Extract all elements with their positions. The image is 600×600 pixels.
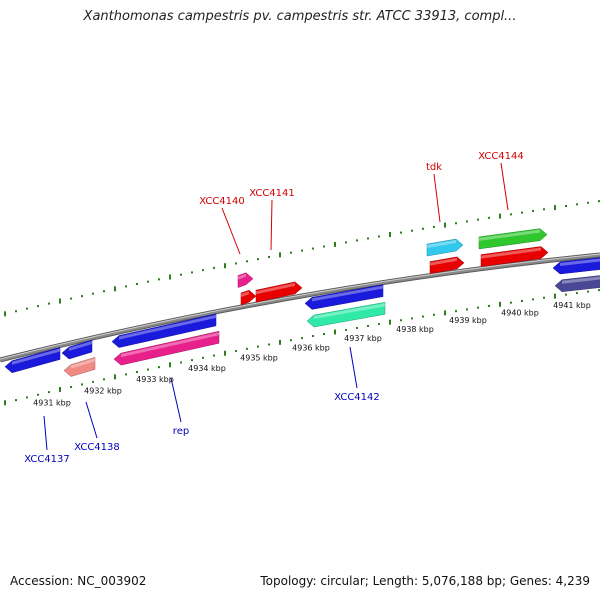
gene-highlight: [481, 247, 541, 259]
callout-line: [85, 401, 98, 439]
callout-line: [170, 377, 182, 423]
kbp-label: 4941 kbp: [553, 301, 591, 310]
kbp-labels: 4931 kbp 4932 kbp 4933 kbp 4934 kbp 4935 kbp…: [33, 301, 591, 408]
kbp-label: 4940 kbp: [501, 308, 539, 317]
callout-line: [500, 162, 509, 211]
gene-arrow[interactable]: [552, 257, 600, 275]
gene-highlight: [560, 258, 600, 266]
gene-highlight: [562, 276, 600, 284]
gene-label[interactable]: tdk: [426, 162, 442, 173]
gene-highlight: [241, 291, 249, 298]
gene-arrow[interactable]: [63, 357, 96, 377]
gene-label[interactable]: XCC4142: [334, 392, 380, 403]
gene-feature[interactable]: [304, 284, 384, 310]
accession-label: Accession: NC_003902: [10, 574, 147, 588]
gene-arrow[interactable]: [429, 256, 465, 274]
kbp-label: 4931 kbp: [33, 398, 71, 407]
kbp-label: 4934 kbp: [188, 364, 226, 373]
reverse-ruler: [4, 289, 600, 406]
gene-label[interactable]: XCC4138: [74, 442, 120, 453]
gene-highlight: [119, 314, 216, 340]
callout-line: [349, 346, 358, 389]
kbp-label: 4938 kbp: [396, 325, 434, 334]
gene-highlight: [69, 341, 92, 351]
gene-arrow[interactable]: [61, 339, 93, 360]
kbp-label: 4936 kbp: [292, 343, 330, 352]
callout-line: [43, 415, 48, 451]
gene-arrow[interactable]: [306, 301, 386, 328]
gene-label[interactable]: rep: [173, 426, 189, 437]
gene-highlight: [12, 348, 60, 365]
gene-feature[interactable]: [111, 313, 217, 348]
map-title: Xanthomonas campestris pv. campestris st…: [83, 9, 517, 24]
kbp-label: 4932 kbp: [84, 387, 122, 396]
callouts-layer: XCC4137 XCC4138 rep XCC4140 XCC4141 XCC4142 td…: [24, 151, 524, 465]
gene-feature[interactable]: [61, 339, 93, 360]
gene-arrow[interactable]: [426, 238, 464, 257]
gene-arrow[interactable]: [255, 281, 303, 303]
gene-highlight: [430, 257, 457, 266]
gene-arrow[interactable]: [4, 347, 61, 374]
backbone-line: [0, 253, 600, 362]
gene-feature[interactable]: [478, 228, 548, 250]
kbp-label: 4935 kbp: [240, 353, 278, 362]
gene-highlight: [71, 358, 95, 369]
genes-layer: [4, 228, 600, 377]
gene-feature[interactable]: [4, 347, 61, 374]
gene-feature[interactable]: [426, 238, 464, 257]
gene-feature[interactable]: [429, 256, 465, 274]
gene-highlight: [256, 282, 295, 295]
gene-feature[interactable]: [554, 275, 600, 293]
gene-feature[interactable]: [240, 289, 257, 306]
callout-line: [221, 207, 241, 255]
gene-label[interactable]: XCC4144: [478, 151, 524, 162]
gene-feature[interactable]: [113, 330, 220, 366]
gene-feature[interactable]: [306, 301, 386, 328]
gene-arrow[interactable]: [240, 289, 257, 306]
gene-label[interactable]: XCC4137: [24, 454, 70, 465]
gene-highlight: [238, 273, 246, 280]
gene-highlight: [121, 332, 219, 358]
gene-arrow[interactable]: [480, 246, 549, 267]
gene-feature[interactable]: [255, 281, 303, 303]
kbp-label: 4933 kbp: [136, 375, 174, 384]
backbone-highlight: [0, 253, 600, 360]
gene-feature[interactable]: [63, 357, 96, 377]
gene-highlight: [479, 229, 540, 241]
gene-feature[interactable]: [552, 257, 600, 275]
gene-arrow[interactable]: [111, 313, 217, 348]
gene-arrow[interactable]: [304, 284, 384, 310]
gene-highlight: [314, 303, 385, 320]
gene-arrow[interactable]: [478, 228, 548, 250]
gene-feature[interactable]: [237, 272, 254, 288]
gene-feature[interactable]: [480, 246, 549, 267]
callout-line: [270, 199, 273, 251]
gene-arrow[interactable]: [113, 330, 220, 366]
gene-highlight: [312, 285, 383, 302]
gene-highlight: [427, 240, 456, 249]
genome-backbone: [0, 252, 600, 363]
gene-arrow[interactable]: [554, 275, 600, 293]
genome-summary: Topology: circular; Length: 5,076,188 bp…: [260, 574, 590, 588]
forward-ruler: [4, 200, 600, 317]
kbp-label: 4939 kbp: [449, 316, 487, 325]
gene-arrow[interactable]: [237, 272, 254, 288]
callout-line: [433, 173, 441, 223]
kbp-label: 4937 kbp: [344, 334, 382, 343]
gene-label[interactable]: XCC4141: [249, 188, 295, 199]
gene-label[interactable]: XCC4140: [199, 196, 245, 207]
